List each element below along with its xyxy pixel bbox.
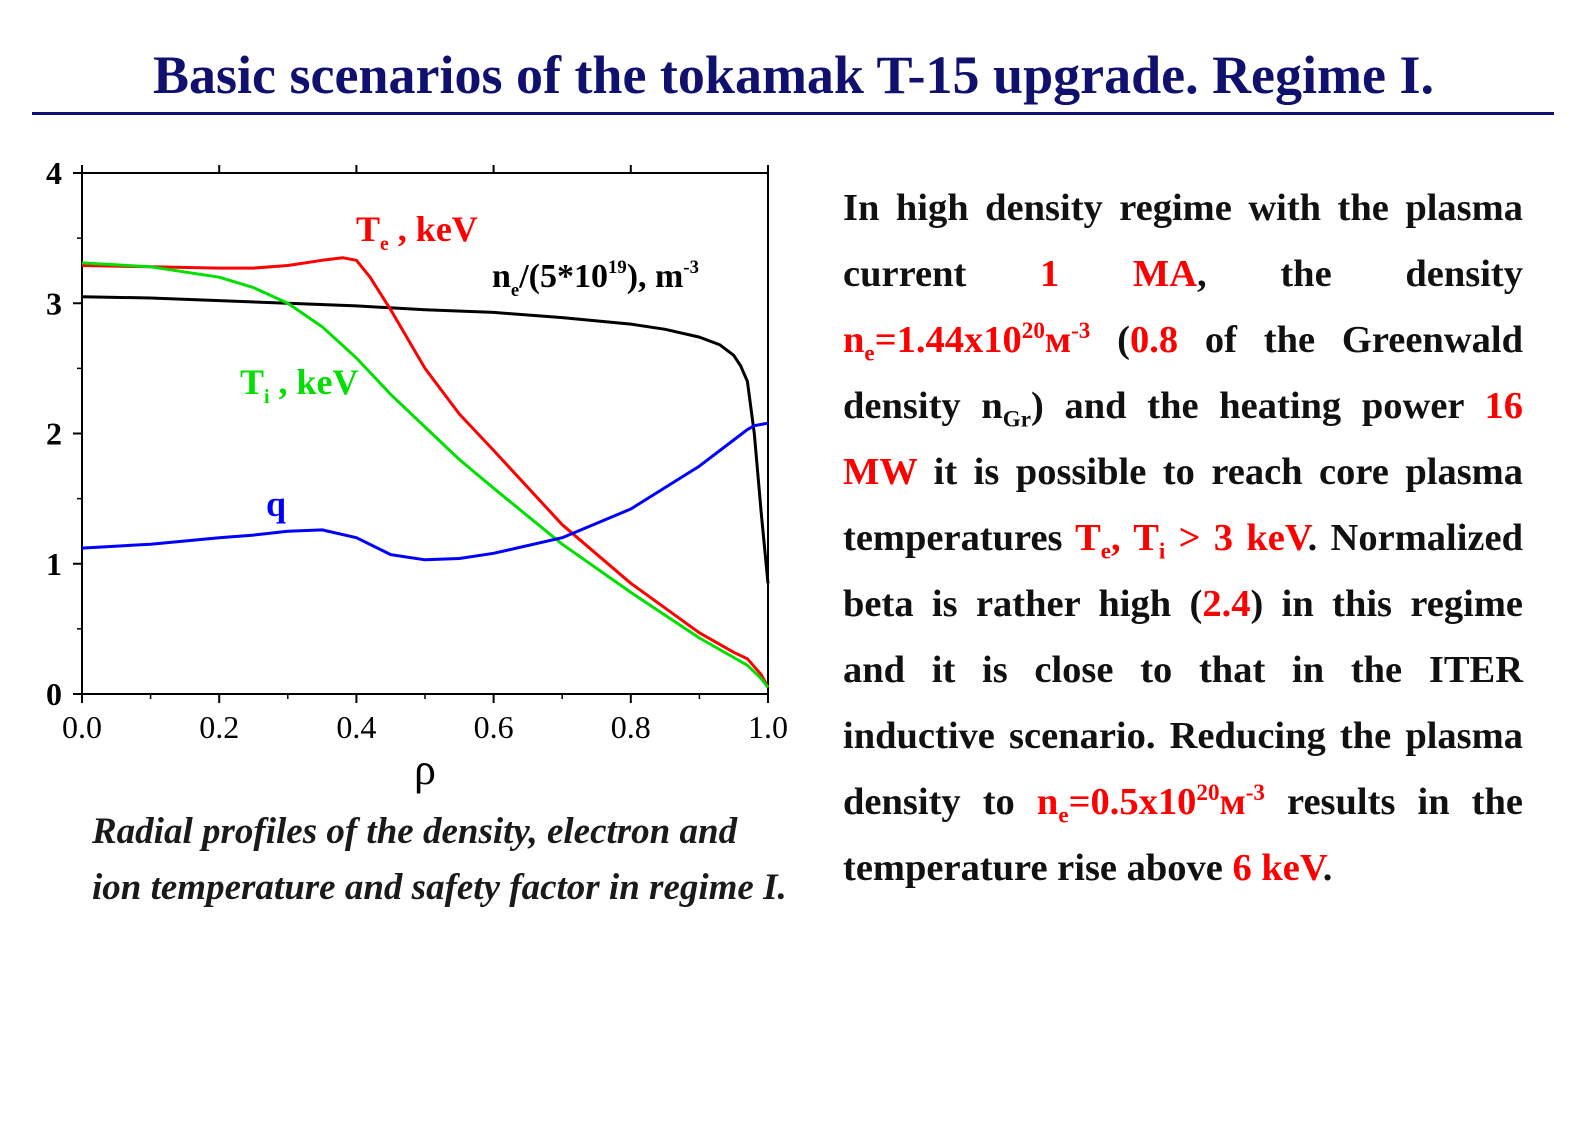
x-tick-label: 1.0: [748, 709, 788, 745]
series-label-Ti: Ti , keV: [240, 362, 359, 408]
text-run: м: [1219, 781, 1246, 823]
subscript: i: [1158, 537, 1166, 564]
superscript: 20: [1196, 779, 1220, 806]
series-line-q: [81, 421, 769, 562]
profiles-chart: 0.0 0.2 0.4 0.6 0.8 1.0 0 1 2 3 4 ρ ne/(5*1019), m-3…: [46, 155, 788, 794]
text-run: , the density: [1197, 253, 1523, 295]
text-run: it is possible to reach core plasma temp…: [843, 451, 1523, 559]
x-axis-label: ρ: [414, 745, 436, 794]
description-text: In high density regime with the plasma c…: [843, 175, 1523, 901]
text-run: м: [1044, 319, 1072, 361]
subscript: e: [1100, 537, 1112, 564]
text-run: . Normalized beta is rather high (: [843, 517, 1524, 625]
text-run: =0.5x10: [1068, 781, 1197, 823]
series-label-q: q: [266, 484, 286, 524]
x-tick-label: 0.0: [62, 709, 102, 745]
slide-title: Basic scenarios of the tokamak T-15 upgr…: [153, 45, 1434, 105]
series-label-Te: Te , keV: [356, 209, 478, 255]
highlight-low-density: ne=0.5x1020м-3: [1036, 779, 1265, 827]
series-line-Te: [81, 256, 770, 689]
text-run: n: [1036, 781, 1059, 823]
series-line-ne: [81, 295, 770, 584]
text-run: results in the temperature rise above: [843, 781, 1524, 889]
x-tick-label: 0.6: [474, 709, 514, 745]
subscript: e: [1058, 801, 1069, 828]
y-tick-label: 0: [46, 676, 62, 712]
x-tick-label: 0.4: [336, 709, 376, 745]
superscript: -3: [1071, 317, 1091, 344]
superscript: -3: [1245, 779, 1265, 806]
highlight-temperatures: Te, Ti > 3 keV: [1075, 517, 1308, 562]
y-tick-label: 2: [46, 416, 62, 452]
highlight-greenwald-fraction: 0.8: [1129, 319, 1179, 361]
highlight-current: 1 MA: [1039, 253, 1198, 295]
text-run: (: [1090, 319, 1130, 361]
subscript: Gr: [1002, 405, 1031, 432]
text-run: ) and the heating power: [1030, 385, 1485, 427]
highlight-power: 16 MW: [843, 385, 1523, 493]
title-divider: [32, 112, 1554, 115]
series-line-Ti: [81, 261, 770, 689]
x-tick-label: 0.2: [199, 709, 239, 745]
text-run: In high density regime with the plasma c…: [843, 187, 1523, 295]
text-run: .: [1322, 847, 1333, 889]
text-run: =1.44x10: [874, 319, 1022, 361]
text-run: of the Greenwald density n: [843, 319, 1524, 427]
highlight-density: ne=1.44x1020м-3: [843, 317, 1091, 365]
x-tick-label: 0.8: [611, 709, 651, 745]
plot-area: 0.0 0.2 0.4 0.6 0.8 1.0 0 1 2 3 4 ρ ne/(5*1019), m-3…: [46, 155, 788, 794]
text-run: > 3 keV: [1165, 517, 1308, 559]
series-label-ne: ne/(5*1019), m-3: [492, 257, 699, 301]
text-run: n: [843, 319, 865, 361]
y-tick-label: 1: [46, 546, 62, 582]
figure-caption: Radial profiles of the density, electron…: [92, 811, 787, 908]
text-run: T: [1075, 517, 1101, 559]
text-run: , T: [1111, 517, 1159, 559]
highlight-beta: 2.4: [1202, 583, 1251, 625]
y-tick-label: 4: [46, 155, 62, 191]
superscript: 20: [1021, 317, 1045, 344]
subscript: e: [864, 339, 875, 366]
highlight-temperature-rise: 6 keV: [1232, 847, 1323, 889]
text-run: ) in this regime and it is close to that…: [843, 583, 1523, 823]
y-tick-label: 3: [46, 285, 62, 321]
